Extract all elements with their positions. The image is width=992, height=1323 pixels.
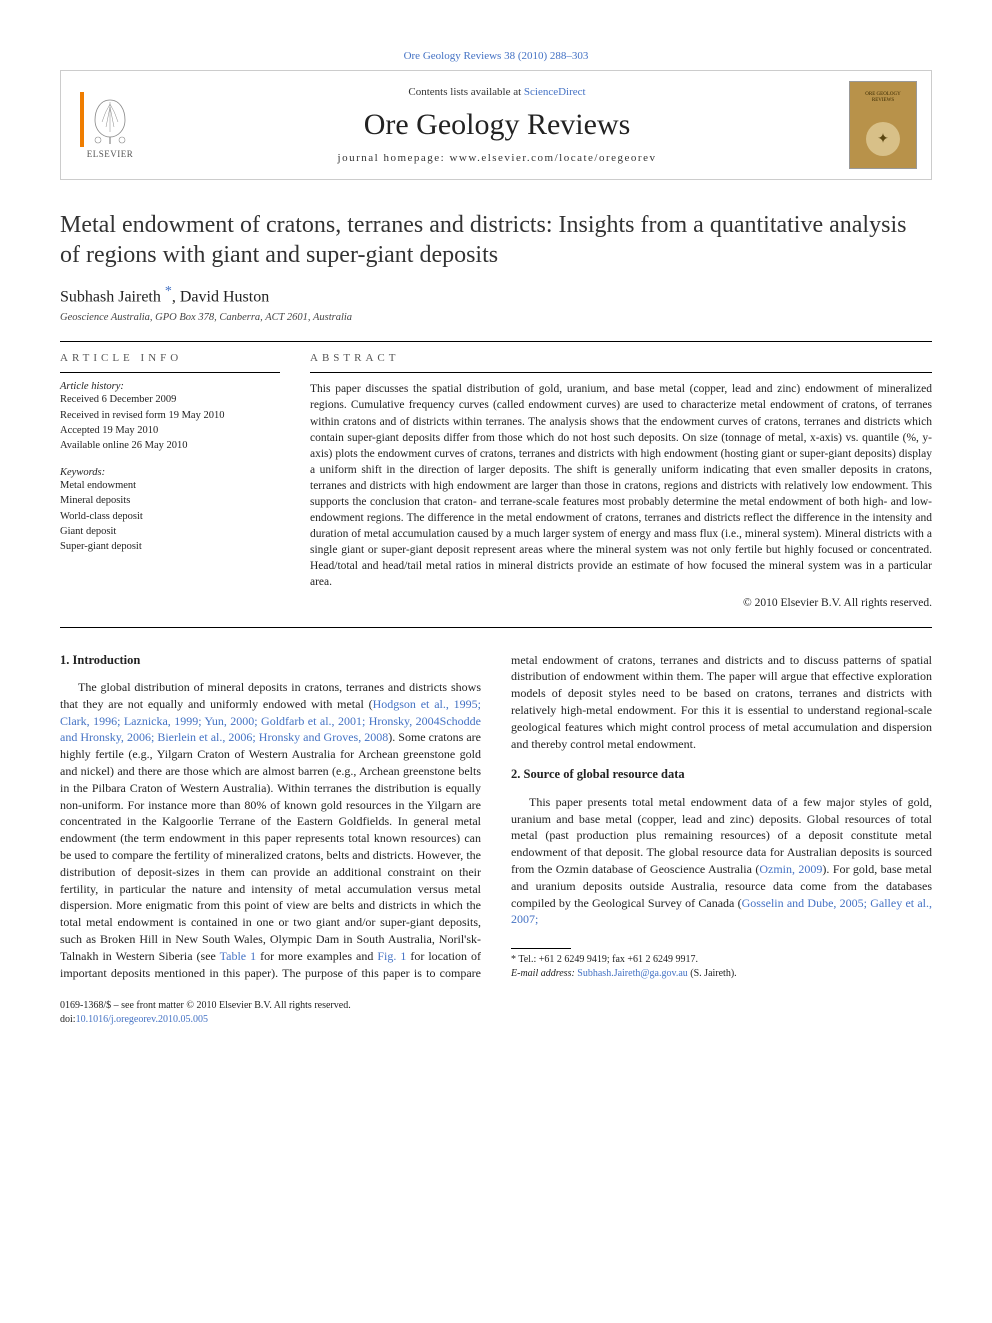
cover-title: ORE GEOLOGY REVIEWS <box>855 92 911 103</box>
elsevier-label: ELSEVIER <box>87 149 134 159</box>
fig1-link[interactable]: Fig. 1 <box>377 949 406 963</box>
doi-line: doi:10.1016/j.oregeorev.2010.05.005 <box>60 1013 932 1027</box>
rule-bottom <box>60 627 932 628</box>
page-footer: 0169-1368/$ – see front matter © 2010 El… <box>60 999 932 1027</box>
contents-prefix: Contents lists available at <box>408 86 523 98</box>
citation-link[interactable]: Ore Geology Reviews 38 (2010) 288–303 <box>60 50 932 62</box>
corresponding-author: * Tel.: +61 2 6249 9419; fax +61 2 6249 … <box>511 953 932 967</box>
info-rule <box>60 372 280 373</box>
history-label: Article history: <box>60 381 280 392</box>
abstract-text: This paper discusses the spatial distrib… <box>310 381 932 590</box>
ozmin-ref-link[interactable]: Ozmin, 2009 <box>759 862 822 876</box>
table1-link[interactable]: Table 1 <box>220 949 256 963</box>
cover-emblem-icon: ✦ <box>866 122 900 156</box>
footnotes: * Tel.: +61 2 6249 9419; fax +61 2 6249 … <box>511 953 932 981</box>
contents-line: Contents lists available at ScienceDirec… <box>145 86 849 98</box>
source-heading: 2. Source of global resource data <box>511 766 932 784</box>
journal-cover-thumbnail: ORE GEOLOGY REVIEWS ✦ <box>849 81 917 169</box>
email-line: E-mail address: Subhash.Jaireth@ga.gov.a… <box>511 967 932 981</box>
doi-link[interactable]: 10.1016/j.oregeorev.2010.05.005 <box>76 1014 208 1025</box>
email-post: (S. Jaireth). <box>688 968 737 979</box>
abstract-rule <box>310 372 932 373</box>
journal-name: Ore Geology Reviews <box>145 108 849 142</box>
article-info-column: ARTICLE INFO Article history: Received 6… <box>60 342 280 608</box>
abstract-column: ABSTRACT This paper discusses the spatia… <box>310 342 932 608</box>
sciencedirect-link[interactable]: ScienceDirect <box>524 86 586 98</box>
article-info-label: ARTICLE INFO <box>60 342 280 372</box>
journal-homepage: journal homepage: www.elsevier.com/locat… <box>145 152 849 164</box>
intro-heading: 1. Introduction <box>60 652 481 670</box>
intro-text-post: ). Some cratons are highly fertile (e.g.… <box>60 730 481 929</box>
email-label: E-mail address: <box>511 968 577 979</box>
footnote-separator <box>511 948 571 949</box>
email-link[interactable]: Subhash.Jaireth@ga.gov.au <box>577 968 687 979</box>
abstract-label: ABSTRACT <box>310 342 932 372</box>
history-list: Received 6 December 2009Received in revi… <box>60 392 280 453</box>
issn-line: 0169-1368/$ – see front matter © 2010 El… <box>60 999 932 1013</box>
body-text: 1. Introduction The global distribution … <box>60 652 932 982</box>
info-abstract-row: ARTICLE INFO Article history: Received 6… <box>60 342 932 608</box>
intro-text-mid: for more examples and <box>256 949 377 963</box>
source-paragraph-1: This paper presents total metal endowmen… <box>511 794 932 928</box>
authors: Subhash Jaireth *, David Huston <box>60 284 932 306</box>
article-title: Metal endowment of cratons, terranes and… <box>60 210 932 270</box>
elsevier-logo: ELSEVIER <box>75 85 145 165</box>
header-center: Contents lists available at ScienceDirec… <box>145 86 849 164</box>
elsevier-tree-icon <box>80 92 140 147</box>
affiliation: Geoscience Australia, GPO Box 378, Canbe… <box>60 312 932 323</box>
doi-label: doi: <box>60 1014 76 1025</box>
abstract-copyright: © 2010 Elsevier B.V. All rights reserved… <box>310 597 932 609</box>
keywords-label: Keywords: <box>60 467 280 478</box>
journal-header: ELSEVIER Contents lists available at Sci… <box>60 70 932 180</box>
keywords-list: Metal endowmentMineral depositsWorld-cla… <box>60 478 280 554</box>
page-container: Ore Geology Reviews 38 (2010) 288–303 EL… <box>0 0 992 1067</box>
